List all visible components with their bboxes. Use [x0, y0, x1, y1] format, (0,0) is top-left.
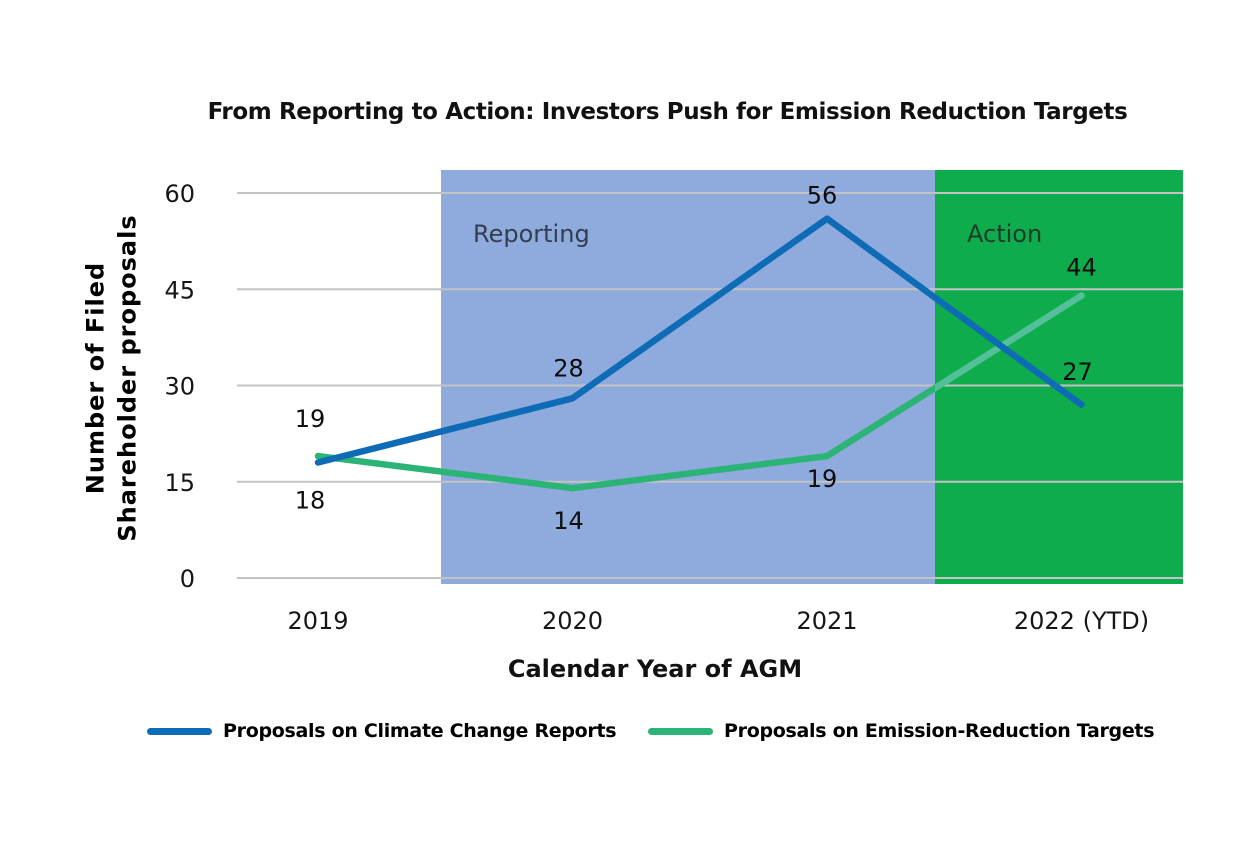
legend-label-emission-targets: Proposals on Emission-Reduction Targets — [724, 720, 1155, 742]
data-label-series0-point1: 28 — [553, 354, 584, 382]
data-label-series1-point2: 19 — [807, 465, 838, 493]
y-tick-label-30: 30 — [164, 373, 195, 401]
legend-label-climate-reports: Proposals on Climate Change Reports — [223, 720, 617, 742]
x-tick-label-0: 2019 — [287, 607, 348, 635]
y-tick-label-15: 15 — [164, 469, 195, 497]
data-label-series1-point0: 19 — [295, 405, 326, 433]
y-tick-label-45: 45 — [164, 276, 195, 304]
data-label-series1-point3: 44 — [1066, 254, 1097, 282]
x-tick-label-2: 2021 — [796, 607, 857, 635]
legend-swatch-climate-reports — [147, 727, 212, 735]
region-label-action: Action — [967, 220, 1042, 248]
region-label-reporting: Reporting — [473, 220, 590, 248]
x-tick-label-3: 2022 (YTD) — [1014, 607, 1149, 635]
legend: Proposals on Climate Change Reports Prop… — [0, 716, 1250, 746]
legend-item-emission-targets: Proposals on Emission-Reduction Targets — [648, 716, 1155, 746]
y-tick-label-0: 0 — [180, 565, 195, 593]
region-band-action — [935, 170, 1183, 584]
legend-item-climate-reports: Proposals on Climate Change Reports — [147, 716, 617, 746]
x-tick-label-1: 2020 — [542, 607, 603, 635]
series-line-emission-targets-action-segment — [935, 292, 1085, 392]
chart-title: From Reporting to Action: Investors Push… — [207, 99, 1128, 125]
data-label-series0-point3: 27 — [1062, 358, 1093, 386]
data-label-series0-point0: 18 — [295, 487, 326, 515]
y-tick-label-60: 60 — [164, 180, 195, 208]
x-axis-title: Calendar Year of AGM — [507, 655, 803, 683]
legend-swatch-emission-targets — [648, 727, 713, 735]
data-label-series1-point1: 14 — [553, 507, 584, 535]
series-line-climate-reports — [314, 215, 1085, 466]
data-label-series0-point2: 56 — [807, 182, 838, 210]
